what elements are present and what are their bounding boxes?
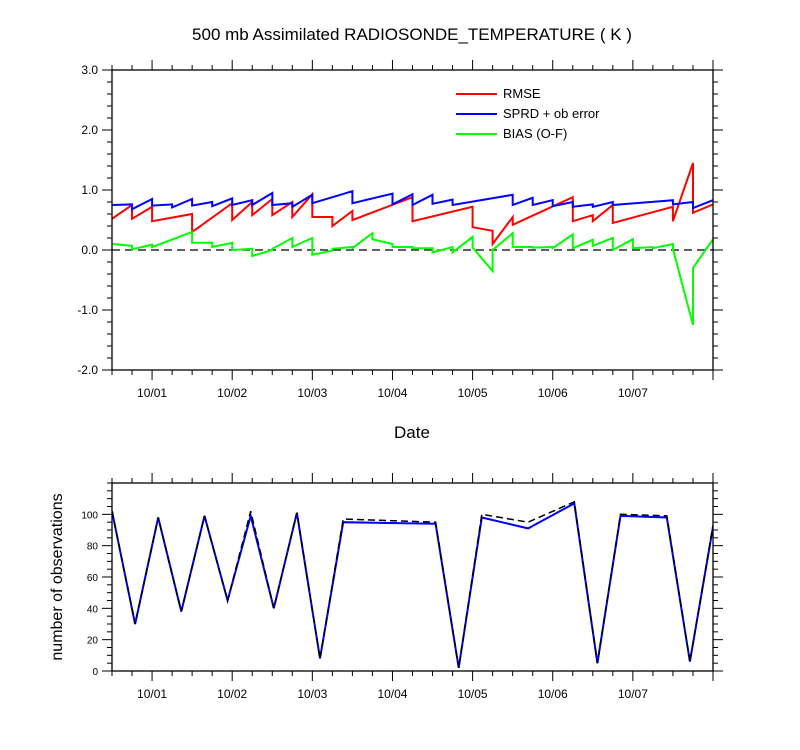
series-line-bias-o-f [112,230,713,326]
x-tick-label: 10/01 [137,386,167,400]
bottom-y-axis-label: number of observations [49,493,66,660]
legend-label: BIAS (O-F) [503,126,567,141]
x-tick-label: 10/06 [538,687,568,701]
legend-label: RMSE [503,86,541,101]
bottom-plot-frame [111,482,714,672]
y-tick-label: 100 [81,510,98,521]
legend-label: SPRD + ob error [503,106,600,121]
x-tick-label: 10/06 [538,386,568,400]
series-line-sprd-ob-error [112,189,713,211]
x-tick-label: 10/07 [618,687,648,701]
top-panel: 500 mb Assimilated RADIOSONDE_TEMPERATUR… [77,25,723,442]
top-legend: RMSE SPRD + ob error BIAS (O-F) [456,86,600,141]
y-tick-label: 2.0 [81,123,98,137]
x-tick-label: 10/02 [217,386,247,400]
x-tick-label: 10/02 [217,687,247,701]
series-line-used-observations [112,501,713,669]
x-tick-label: 10/05 [458,386,488,400]
x-tick-label: 10/01 [137,687,167,701]
y-tick-label: 60 [87,573,99,584]
series-line-rmse [112,162,713,248]
y-tick-label: 1.0 [81,183,98,197]
y-tick-label: -1.0 [77,303,98,317]
y-tick-label: 0 [92,667,98,678]
x-tick-label: 10/04 [377,386,407,400]
series-line-available-observations [112,500,713,669]
x-tick-label: 10/03 [297,687,327,701]
y-tick-label: 3.0 [81,63,98,77]
y-tick-label: 20 [87,636,99,647]
y-tick-label: 40 [87,604,99,615]
y-tick-label: 80 [87,542,99,553]
x-tick-label: 10/04 [377,687,407,701]
top-title: 500 mb Assimilated RADIOSONDE_TEMPERATUR… [192,25,632,44]
top-x-axis-label: Date [394,423,430,442]
y-tick-label: 0.0 [81,243,98,257]
x-tick-label: 10/03 [297,386,327,400]
y-tick-label: -2.0 [77,363,98,377]
x-tick-label: 10/05 [458,687,488,701]
x-tick-label: 10/07 [618,386,648,400]
bottom-panel: 0 20 40 60 80 100 10/01 10/02 10/03 10/04 10/05 10/… [49,473,723,701]
